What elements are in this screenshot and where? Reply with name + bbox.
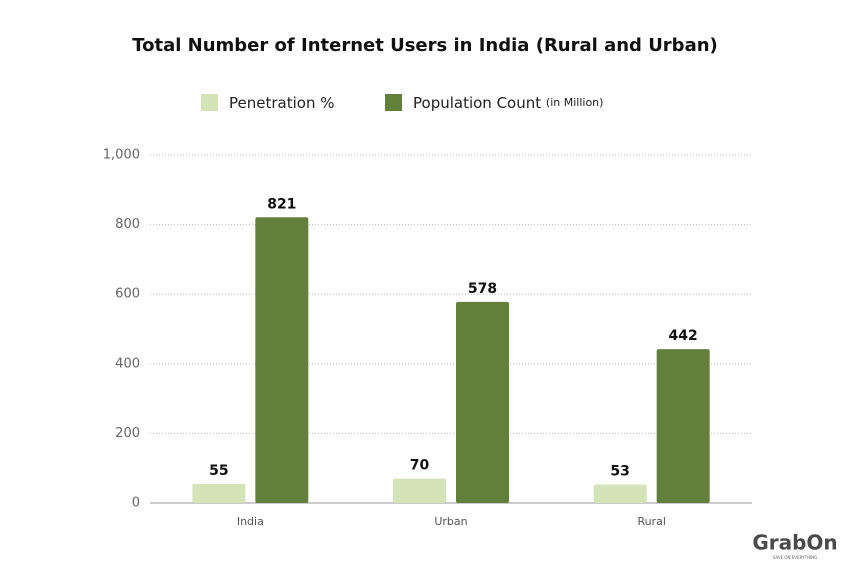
chart-title: Total Number of Internet Users in India … <box>132 35 718 56</box>
bar <box>456 301 509 503</box>
watermark: GrabOn <box>752 531 837 555</box>
y-tick-label: 400 <box>115 356 140 371</box>
value-label: 442 <box>669 328 698 344</box>
x-tick-label: Rural <box>637 515 665 528</box>
legend-label: Penetration % <box>229 94 334 112</box>
bar <box>593 484 647 503</box>
bar <box>656 349 710 503</box>
value-label: 53 <box>610 464 629 480</box>
y-tick-label: 600 <box>115 287 140 302</box>
value-label: 578 <box>468 281 497 297</box>
x-tick-label: Urban <box>434 515 467 528</box>
legend-name: Population Count <box>413 94 541 112</box>
legend-swatch <box>201 94 218 111</box>
bar <box>192 483 246 503</box>
legend-name: Penetration % <box>229 94 334 112</box>
y-tick-label: 0 <box>132 496 140 511</box>
bar <box>255 217 309 504</box>
value-label: 70 <box>410 458 430 474</box>
y-tick-label: 800 <box>115 217 140 232</box>
legend-swatch <box>385 94 402 111</box>
x-tick-label: India <box>237 515 264 528</box>
y-tick-label: 1,000 <box>103 148 140 163</box>
bar <box>393 478 446 503</box>
legend-unit: (in Million) <box>546 96 604 109</box>
value-label: 55 <box>209 463 228 479</box>
y-tick-label: 200 <box>115 426 140 441</box>
watermark-tagline: SAVE ON EVERYTHING <box>773 555 818 560</box>
legend-label: Population Count (in Million) <box>413 94 603 112</box>
value-label: 821 <box>267 196 296 212</box>
